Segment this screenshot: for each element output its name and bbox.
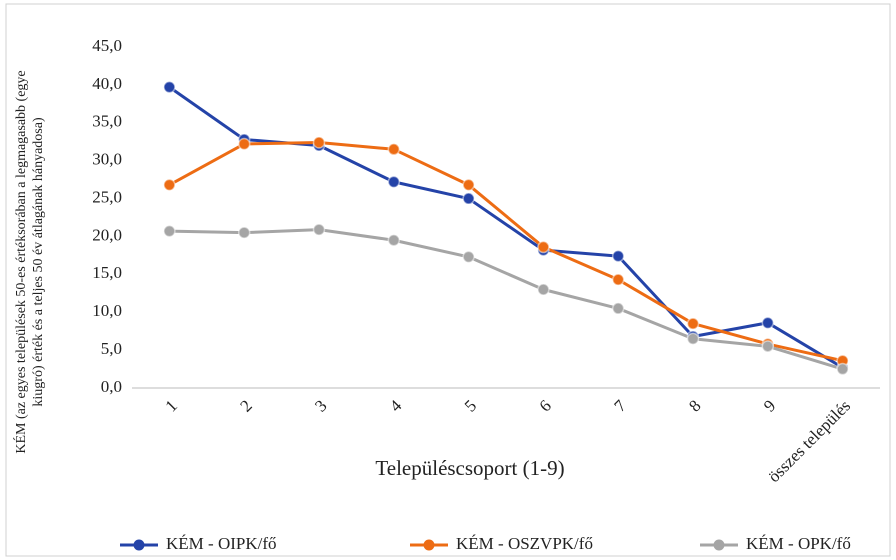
data-point (387, 143, 401, 156)
y-tick-label: 25,0 (92, 187, 122, 206)
data-point (387, 175, 401, 189)
data-point (761, 316, 775, 330)
y-tick-label: 20,0 (92, 225, 122, 244)
data-point (462, 192, 475, 205)
data-point (312, 223, 326, 236)
legend-marker (713, 539, 725, 551)
data-point (163, 80, 176, 94)
data-point (462, 178, 475, 192)
y-axis-label-line: kiugró) érték és a teljes 50 év átlagána… (31, 117, 46, 407)
legend-marker (133, 539, 145, 551)
legend-marker (423, 539, 435, 551)
legend-item: KÉM - OIPK/fő (120, 534, 277, 553)
legend-label: KÉM - OSZVPK/fő (456, 534, 593, 553)
data-point (237, 226, 251, 239)
data-point (836, 362, 849, 376)
data-point (387, 233, 401, 247)
legend-label: KÉM - OIPK/fő (166, 534, 277, 553)
series-line (169, 228, 844, 371)
chart-border (5, 3, 891, 557)
data-point (761, 340, 775, 353)
y-tick-label: 0,0 (101, 377, 122, 396)
y-tick-label: 10,0 (92, 301, 122, 320)
y-axis-label-line: KÉM (az egyes települések 50-es értéksor… (12, 70, 29, 453)
data-point (163, 224, 176, 238)
y-tick-label: 15,0 (92, 263, 122, 282)
y-tick-label: 45,0 (92, 36, 122, 55)
y-tick-label: 35,0 (92, 112, 122, 131)
data-point (686, 332, 700, 345)
data-point (611, 273, 625, 286)
x-axis-label: Településcsoport (1-9) (375, 456, 564, 480)
y-tick-label: 40,0 (92, 74, 122, 93)
data-point (611, 302, 625, 315)
legend-label: KÉM - OPK/fő (746, 534, 851, 553)
series-line (168, 140, 843, 363)
data-point (462, 250, 475, 264)
data-point (537, 240, 550, 254)
legend-item: KÉM - OSZVPK/fő (410, 534, 593, 553)
y-tick-label: 30,0 (92, 150, 122, 169)
data-point (611, 249, 625, 263)
y-axis-label: KÉM (az egyes települések 50-es értéksor… (12, 70, 46, 453)
y-tick-label: 5,0 (101, 339, 122, 358)
data-point (163, 178, 176, 192)
data-point (537, 283, 550, 296)
data-point (237, 137, 251, 151)
data-point (312, 136, 326, 149)
data-point (686, 317, 700, 330)
legend-item: KÉM - OPK/fő (700, 534, 851, 553)
